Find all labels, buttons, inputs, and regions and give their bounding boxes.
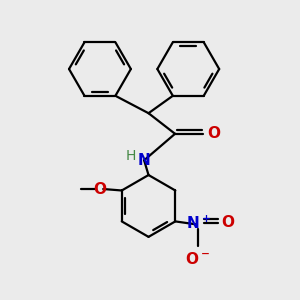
Text: O: O bbox=[93, 182, 106, 196]
Text: $\mathregular{O^-}$: $\mathregular{O^-}$ bbox=[185, 251, 211, 267]
Text: $\mathregular{N^+}$: $\mathregular{N^+}$ bbox=[186, 214, 210, 232]
Text: N: N bbox=[138, 153, 151, 168]
Text: H: H bbox=[126, 149, 136, 163]
Text: O: O bbox=[207, 126, 220, 141]
Text: O: O bbox=[221, 215, 235, 230]
